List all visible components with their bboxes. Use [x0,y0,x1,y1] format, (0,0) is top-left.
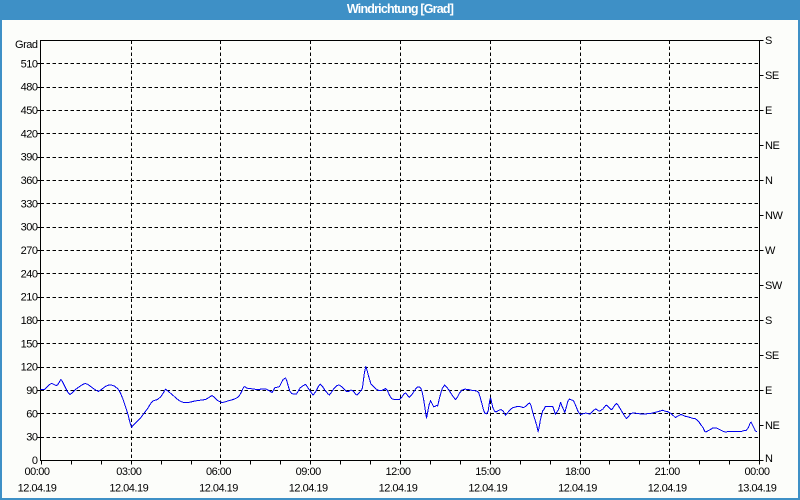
svg-text:300: 300 [21,222,38,234]
svg-text:SE: SE [765,350,779,362]
svg-text:15:00: 15:00 [475,466,500,478]
svg-text:06:00: 06:00 [206,466,231,478]
svg-text:12.04.19: 12.04.19 [289,483,328,495]
svg-text:90: 90 [26,385,38,397]
svg-text:120: 120 [21,362,38,374]
svg-text:N: N [765,175,773,187]
svg-text:12.04.19: 12.04.19 [109,483,148,495]
svg-text:12:00: 12:00 [385,466,410,478]
svg-text:Grad: Grad [15,39,38,51]
svg-text:E: E [765,385,772,397]
svg-text:150: 150 [21,338,38,350]
svg-text:S: S [765,35,772,47]
svg-text:03:00: 03:00 [116,466,141,478]
svg-text:09:00: 09:00 [296,466,321,478]
svg-text:00:00: 00:00 [24,466,49,478]
svg-text:12.04.19: 12.04.19 [379,483,418,495]
svg-text:W: W [765,245,776,257]
svg-text:E: E [765,105,772,117]
svg-text:21:00: 21:00 [655,466,680,478]
svg-text:NE: NE [765,140,779,152]
svg-text:Windrichtung [Grad]: Windrichtung [Grad] [347,2,454,16]
svg-text:60: 60 [26,408,38,420]
svg-text:12.04.19: 12.04.19 [468,483,507,495]
svg-text:390: 390 [21,152,38,164]
svg-text:210: 210 [21,292,38,304]
svg-text:12.04.19: 12.04.19 [558,483,597,495]
svg-text:SE: SE [765,70,779,82]
svg-text:S: S [765,315,772,327]
svg-text:0: 0 [32,455,38,467]
svg-text:NW: NW [765,210,783,222]
svg-text:180: 180 [21,315,38,327]
svg-text:240: 240 [21,268,38,280]
svg-text:510: 510 [21,58,38,70]
svg-text:360: 360 [21,175,38,187]
svg-text:12.04.19: 12.04.19 [648,483,687,495]
svg-text:13.04.19: 13.04.19 [738,483,777,495]
svg-text:12.04.19: 12.04.19 [199,483,238,495]
svg-text:NE: NE [765,420,779,432]
svg-text:450: 450 [21,105,38,117]
svg-text:00:00: 00:00 [744,466,769,478]
svg-text:270: 270 [21,245,38,257]
svg-text:N: N [765,453,773,465]
svg-text:480: 480 [21,82,38,94]
svg-text:30: 30 [26,432,38,444]
svg-text:18:00: 18:00 [565,466,590,478]
svg-text:SW: SW [765,280,783,292]
svg-text:330: 330 [21,198,38,210]
svg-text:420: 420 [21,128,38,140]
svg-text:12.04.19: 12.04.19 [18,483,57,495]
